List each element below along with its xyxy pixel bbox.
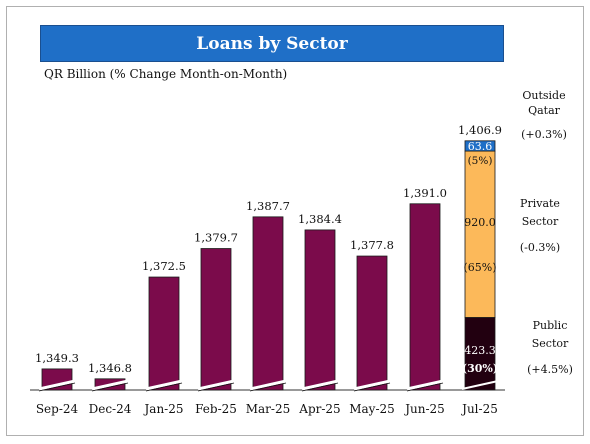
value-label-jul-25: 1,406.9 [458,123,502,137]
axis-break-line-may-25 [353,382,391,392]
value-label-dec-24: 1,346.8 [88,361,132,375]
axis-break-apr-25 [301,379,339,391]
bar-apr-25 [304,229,336,391]
value-label-may-25: 1,377.8 [350,238,394,252]
tick-label-apr-25: Apr-25 [298,402,340,416]
tick-label-jun-25: Jun-25 [403,402,445,416]
axis-break-line-dec-24 [91,382,129,392]
outside-qatar-label: Outside Qatar (+0.3%) [512,88,576,142]
axis-break-dec-24 [91,379,129,391]
tick-label-mar-25: Mar-25 [246,402,291,416]
bar-may-25 [356,255,388,391]
segment-share-outside-qatar: (5%) [468,155,493,167]
private-sector-change: (-0.3%) [519,241,561,254]
private-sector-label-line1: Private [520,197,560,210]
public-sector-label-line2: Sector [531,337,569,350]
segment-value-private-sector: 920.0 [464,216,496,229]
chart-subtitle: QR Billion (% Change Month-on-Month) [44,67,288,81]
bar-jan-25 [148,276,180,391]
bar-mar-25 [252,216,284,391]
tick-label-jan-25: Jan-25 [142,402,183,416]
axis-break-jan-25 [145,379,183,391]
value-label-jan-25: 1,372.5 [142,259,186,273]
outside-qatar-label-line1: Outside [522,89,566,102]
axis-break-jul-25 [461,380,499,390]
segment-value-outside-qatar: 63.6 [468,140,493,153]
bar-segment-private-sector [464,150,496,318]
chart-title: Loans by Sector [40,25,504,62]
tick-label-jul-25: Jul-25 [460,402,498,416]
segment-value-public-sector: 423.3 [464,344,496,357]
segment-share-public-sector: (30%) [462,362,498,375]
axis-break-may-25 [353,379,391,391]
bar-segment-outside-qatar [464,140,496,152]
tick-label-may-25: May-25 [349,402,395,416]
bar-feb-25 [200,248,232,391]
axis-break-jun-25 [406,379,444,391]
value-label-jun-25: 1,391.0 [403,186,447,200]
tick-label-dec-24: Dec-24 [89,402,132,416]
public-sector-label-line1: Public [532,319,568,332]
axis-break-line-feb-25 [197,382,235,392]
private-sector-label-line2: Sector [521,215,559,228]
tick-label-feb-25: Feb-25 [195,402,237,416]
private-sector-label: Private Sector (-0.3%) [508,196,572,255]
axis-break-mar-25 [249,379,287,391]
axis-break-line-sep-24 [38,382,76,392]
bar-jun-25 [409,203,441,391]
outside-qatar-change: (+0.3%) [521,128,567,141]
outside-qatar-label-line2: Qatar [528,104,560,117]
public-sector-change: (+4.5%) [527,363,573,376]
value-label-feb-25: 1,379.7 [194,231,238,245]
value-label-mar-25: 1,387.7 [246,199,290,213]
value-label-sep-24: 1,349.3 [35,351,79,365]
axis-break-line-apr-25 [301,382,339,392]
axis-break-line-mar-25 [249,382,287,392]
axis-break-line-jun-25 [406,382,444,392]
bar-segment-public-sector [464,317,496,391]
axis-break-sep-24 [38,379,76,391]
segment-share-private-sector: (65%) [463,261,496,274]
public-sector-label: Public Sector (+4.5%) [518,318,582,377]
value-label-apr-25: 1,384.4 [298,212,342,226]
axis-break-feb-25 [197,379,235,391]
tick-label-sep-24: Sep-24 [36,402,79,416]
axis-break-line-jan-25 [145,382,183,392]
